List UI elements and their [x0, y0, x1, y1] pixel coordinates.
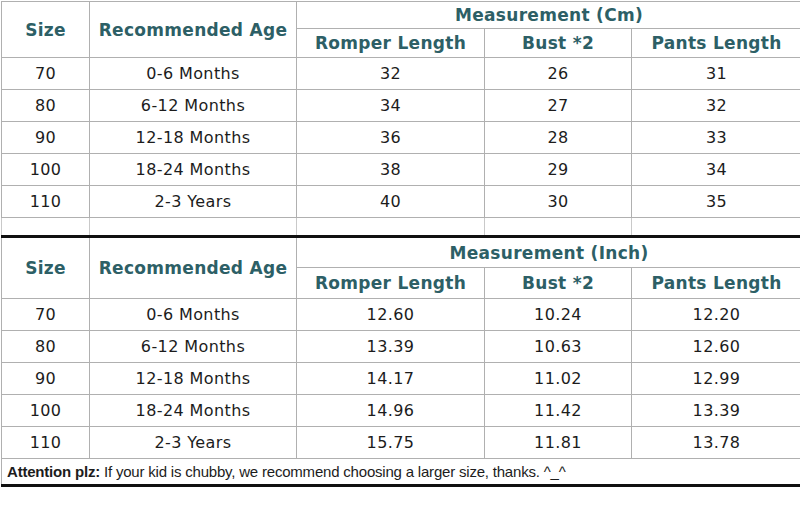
inch-romper-length-header: Romper Length: [297, 268, 485, 299]
table-cell: 40: [297, 186, 485, 218]
cm-measurement-header: Measurement (Cm): [297, 2, 800, 29]
table-cell: 11.02: [485, 363, 632, 395]
inch-header-row-1: Size Recommended Age Measurement (Inch): [2, 237, 800, 268]
table-cell: 11.42: [485, 395, 632, 427]
table-cell: 15.75: [297, 427, 485, 459]
table-cell: 13.39: [297, 331, 485, 363]
inch-bust-header: Bust *2: [485, 268, 632, 299]
attention-note-row: Attention plz:If your kid is chubby, we …: [2, 459, 800, 486]
table-cell: 90: [2, 363, 90, 395]
inch-measurement-header: Measurement (Inch): [297, 237, 800, 268]
table-row: 100 18-24 Months 38 29 34: [2, 154, 800, 186]
table-cell: 38: [297, 154, 485, 186]
attention-note-cell: Attention plz:If your kid is chubby, we …: [2, 459, 800, 486]
table-row: 70 0-6 Months 12.60 10.24 12.20: [2, 299, 800, 331]
table-row: 90 12-18 Months 14.17 11.02 12.99: [2, 363, 800, 395]
table-cell: 34: [632, 154, 800, 186]
table-cell: 100: [2, 154, 90, 186]
cm-pants-length-header: Pants Length: [632, 29, 800, 58]
table-row: 80 6-12 Months 34 27 32: [2, 90, 800, 122]
table-cell: 100: [2, 395, 90, 427]
spacer-cell: [90, 218, 297, 237]
table-cell: 2-3 Years: [90, 427, 297, 459]
table-cell: 70: [2, 58, 90, 90]
inch-pants-length-header: Pants Length: [632, 268, 800, 299]
table-cell: 110: [2, 186, 90, 218]
table-cell: 6-12 Months: [90, 90, 297, 122]
table-cell: 35: [632, 186, 800, 218]
table-cell: 14.17: [297, 363, 485, 395]
table-row: 80 6-12 Months 13.39 10.63 12.60: [2, 331, 800, 363]
cm-bust-header: Bust *2: [485, 29, 632, 58]
table-cell: 32: [632, 90, 800, 122]
table-cell: 90: [2, 122, 90, 154]
attention-label: Attention plz:: [7, 463, 100, 480]
table-cell: 10.63: [485, 331, 632, 363]
table-cell: 12.99: [632, 363, 800, 395]
table-cell: 10.24: [485, 299, 632, 331]
table-cell: 26: [485, 58, 632, 90]
table-cell: 27: [485, 90, 632, 122]
cm-header-row-1: Size Recommended Age Measurement (Cm): [2, 2, 800, 29]
table-cell: 70: [2, 299, 90, 331]
table-cell: 33: [632, 122, 800, 154]
table-row: 100 18-24 Months 14.96 11.42 13.39: [2, 395, 800, 427]
table-row: 90 12-18 Months 36 28 33: [2, 122, 800, 154]
table-cell: 110: [2, 427, 90, 459]
spacer-cell: [485, 218, 632, 237]
table-cell: 80: [2, 331, 90, 363]
table-divider-row: [2, 218, 800, 237]
cm-age-header: Recommended Age: [90, 2, 297, 58]
table-cell: 11.81: [485, 427, 632, 459]
cm-size-header: Size: [2, 2, 90, 58]
table-cell: 32: [297, 58, 485, 90]
table-cell: 12.20: [632, 299, 800, 331]
table-cell: 14.96: [297, 395, 485, 427]
table-row: 110 2-3 Years 15.75 11.81 13.78: [2, 427, 800, 459]
table-cell: 0-6 Months: [90, 299, 297, 331]
attention-text: If your kid is chubby, we recommend choo…: [104, 463, 566, 480]
inch-age-header: Recommended Age: [90, 237, 297, 299]
size-chart-sheet: Size Recommended Age Measurement (Cm) Ro…: [0, 0, 800, 509]
table-cell: 6-12 Months: [90, 331, 297, 363]
table-row: 110 2-3 Years 40 30 35: [2, 186, 800, 218]
cm-romper-length-header: Romper Length: [297, 29, 485, 58]
table-cell: 12-18 Months: [90, 122, 297, 154]
table-cell: 30: [485, 186, 632, 218]
table-cell: 18-24 Months: [90, 395, 297, 427]
table-row: 70 0-6 Months 32 26 31: [2, 58, 800, 90]
table-cell: 31: [632, 58, 800, 90]
table-cell: 29: [485, 154, 632, 186]
table-cell: 80: [2, 90, 90, 122]
table-cell: 36: [297, 122, 485, 154]
table-cell: 18-24 Months: [90, 154, 297, 186]
table-cell: 28: [485, 122, 632, 154]
table-cell: 0-6 Months: [90, 58, 297, 90]
spacer-cell: [632, 218, 800, 237]
table-cell: 13.78: [632, 427, 800, 459]
size-chart-table: Size Recommended Age Measurement (Cm) Ro…: [1, 1, 800, 487]
table-cell: 13.39: [632, 395, 800, 427]
table-cell: 12.60: [632, 331, 800, 363]
table-cell: 12-18 Months: [90, 363, 297, 395]
table-cell: 2-3 Years: [90, 186, 297, 218]
spacer-cell: [2, 218, 90, 237]
inch-size-header: Size: [2, 237, 90, 299]
table-cell: 12.60: [297, 299, 485, 331]
table-cell: 34: [297, 90, 485, 122]
spacer-cell: [297, 218, 485, 237]
